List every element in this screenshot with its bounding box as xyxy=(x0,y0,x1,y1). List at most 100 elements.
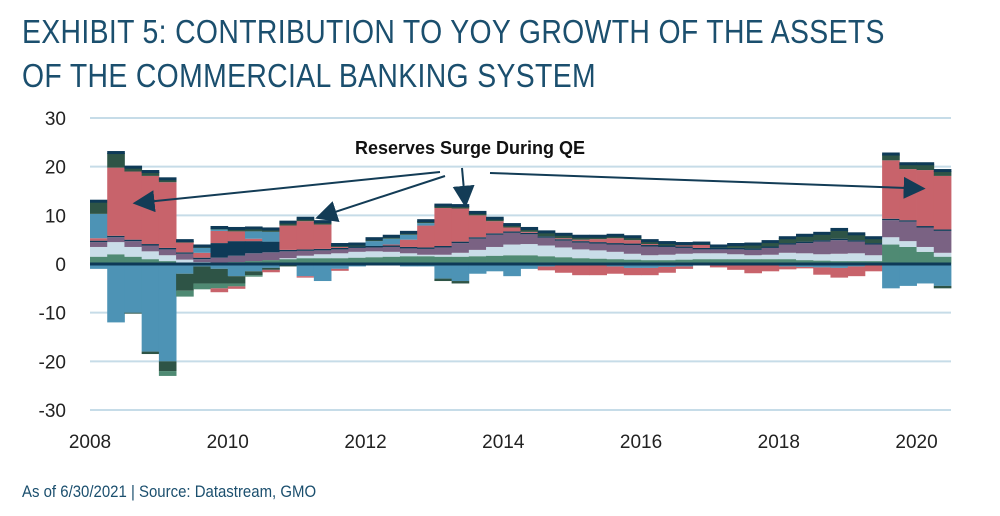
chart-title-line-2: OF THE COMMERCIAL BANKING SYSTEM xyxy=(22,57,596,94)
bar-segment xyxy=(244,253,263,262)
bar-cap xyxy=(313,220,332,224)
bar-segment xyxy=(933,175,952,230)
bar-segment xyxy=(434,205,453,209)
bar-segment xyxy=(90,201,108,214)
bar-segment xyxy=(709,259,728,264)
bar-cap xyxy=(520,226,539,230)
bar-segment xyxy=(727,245,745,248)
bar-cap xyxy=(417,219,435,223)
bar-segment xyxy=(434,247,453,255)
bar-segment xyxy=(916,226,935,228)
bar-segment xyxy=(244,228,263,232)
bar-segment xyxy=(141,175,160,245)
bar-segment xyxy=(589,243,607,251)
bar-segment xyxy=(348,257,366,264)
bar-segment xyxy=(641,244,659,246)
annotation-text: Reserves Surge During QE xyxy=(355,138,585,158)
bar-segment xyxy=(158,361,177,372)
bar-segment xyxy=(90,264,108,269)
bar-segment xyxy=(916,264,935,284)
bar-segment xyxy=(503,244,521,256)
bar-segment xyxy=(486,233,504,235)
bar-segment xyxy=(554,239,573,241)
bar-segment xyxy=(623,243,642,246)
bar-segment xyxy=(451,241,470,244)
bar-segment xyxy=(227,228,246,232)
bar-segment xyxy=(933,230,952,253)
annotation-arrow xyxy=(452,167,475,208)
bar-segment xyxy=(296,264,315,277)
bar-segment xyxy=(193,252,211,258)
bar-segment xyxy=(503,232,521,245)
bar-segment xyxy=(434,254,453,257)
bar-segment xyxy=(210,288,229,293)
gridlines xyxy=(90,117,951,411)
bar-segment xyxy=(468,238,487,250)
bar-cap xyxy=(296,216,315,220)
x-tick-label: 2018 xyxy=(758,432,800,453)
bar-segment xyxy=(124,167,143,172)
bar-segment xyxy=(847,253,866,262)
bar-segment xyxy=(451,252,470,257)
bar-segment xyxy=(554,257,573,264)
bar-segment xyxy=(296,249,315,251)
bar-segment xyxy=(141,259,160,264)
bar-segment xyxy=(882,237,900,245)
bar-segment xyxy=(933,256,952,264)
bar-segment xyxy=(262,267,280,270)
bar-segment xyxy=(141,245,160,252)
bar-segment xyxy=(503,255,521,264)
bar-segment xyxy=(503,227,521,232)
bar-cap xyxy=(486,216,504,220)
bar-segment xyxy=(262,252,280,261)
bar-segment xyxy=(830,253,849,262)
x-tick-label: 2008 xyxy=(69,432,111,453)
bar-segment xyxy=(176,242,194,253)
bar-segment xyxy=(313,248,332,251)
bar-segment xyxy=(641,264,659,268)
bar-segment xyxy=(451,256,470,264)
bar-segment xyxy=(899,246,917,264)
bar-segment xyxy=(641,260,659,264)
bar-segment xyxy=(744,248,762,250)
bar-segment xyxy=(262,229,280,232)
bar-cap xyxy=(554,232,573,236)
bar-segment xyxy=(262,241,280,253)
bar-segment xyxy=(176,273,194,291)
bar-segment xyxy=(847,266,866,277)
y-tick-label: -10 xyxy=(39,304,66,325)
bar-segment xyxy=(606,244,625,252)
bar-segment xyxy=(210,257,229,263)
bar-segment xyxy=(813,240,831,242)
annotation: Reserves Surge During QE xyxy=(132,138,926,223)
bar-segment xyxy=(572,236,590,240)
bar-segment xyxy=(899,221,917,242)
bar-segment xyxy=(399,239,418,247)
bar-segment xyxy=(279,265,298,267)
bar-segment xyxy=(382,246,401,252)
bar-cap xyxy=(537,230,556,234)
bar-segment xyxy=(296,250,315,256)
bar-segment xyxy=(537,245,556,257)
bar-segment xyxy=(864,243,883,245)
bar-segment xyxy=(864,255,883,262)
bar-segment xyxy=(709,249,728,254)
bar-cap xyxy=(382,234,401,238)
bar-segment xyxy=(503,231,521,233)
bar-segment xyxy=(727,254,745,260)
bar-segment xyxy=(262,231,280,242)
bar-segment xyxy=(244,238,263,242)
bar-segment xyxy=(899,164,917,170)
annotation-arrow xyxy=(489,172,926,199)
bar-segment xyxy=(313,254,332,259)
bar-segment xyxy=(658,245,676,247)
y-tick-label: 30 xyxy=(45,109,66,130)
bar-segment xyxy=(537,232,556,237)
bar-segment xyxy=(417,223,435,226)
bar-segment xyxy=(296,276,315,278)
bar-segment xyxy=(537,236,556,238)
bar-cap xyxy=(709,244,728,248)
bar-segment xyxy=(434,264,453,279)
bar-segment xyxy=(176,290,194,297)
bar-segment xyxy=(847,241,866,254)
